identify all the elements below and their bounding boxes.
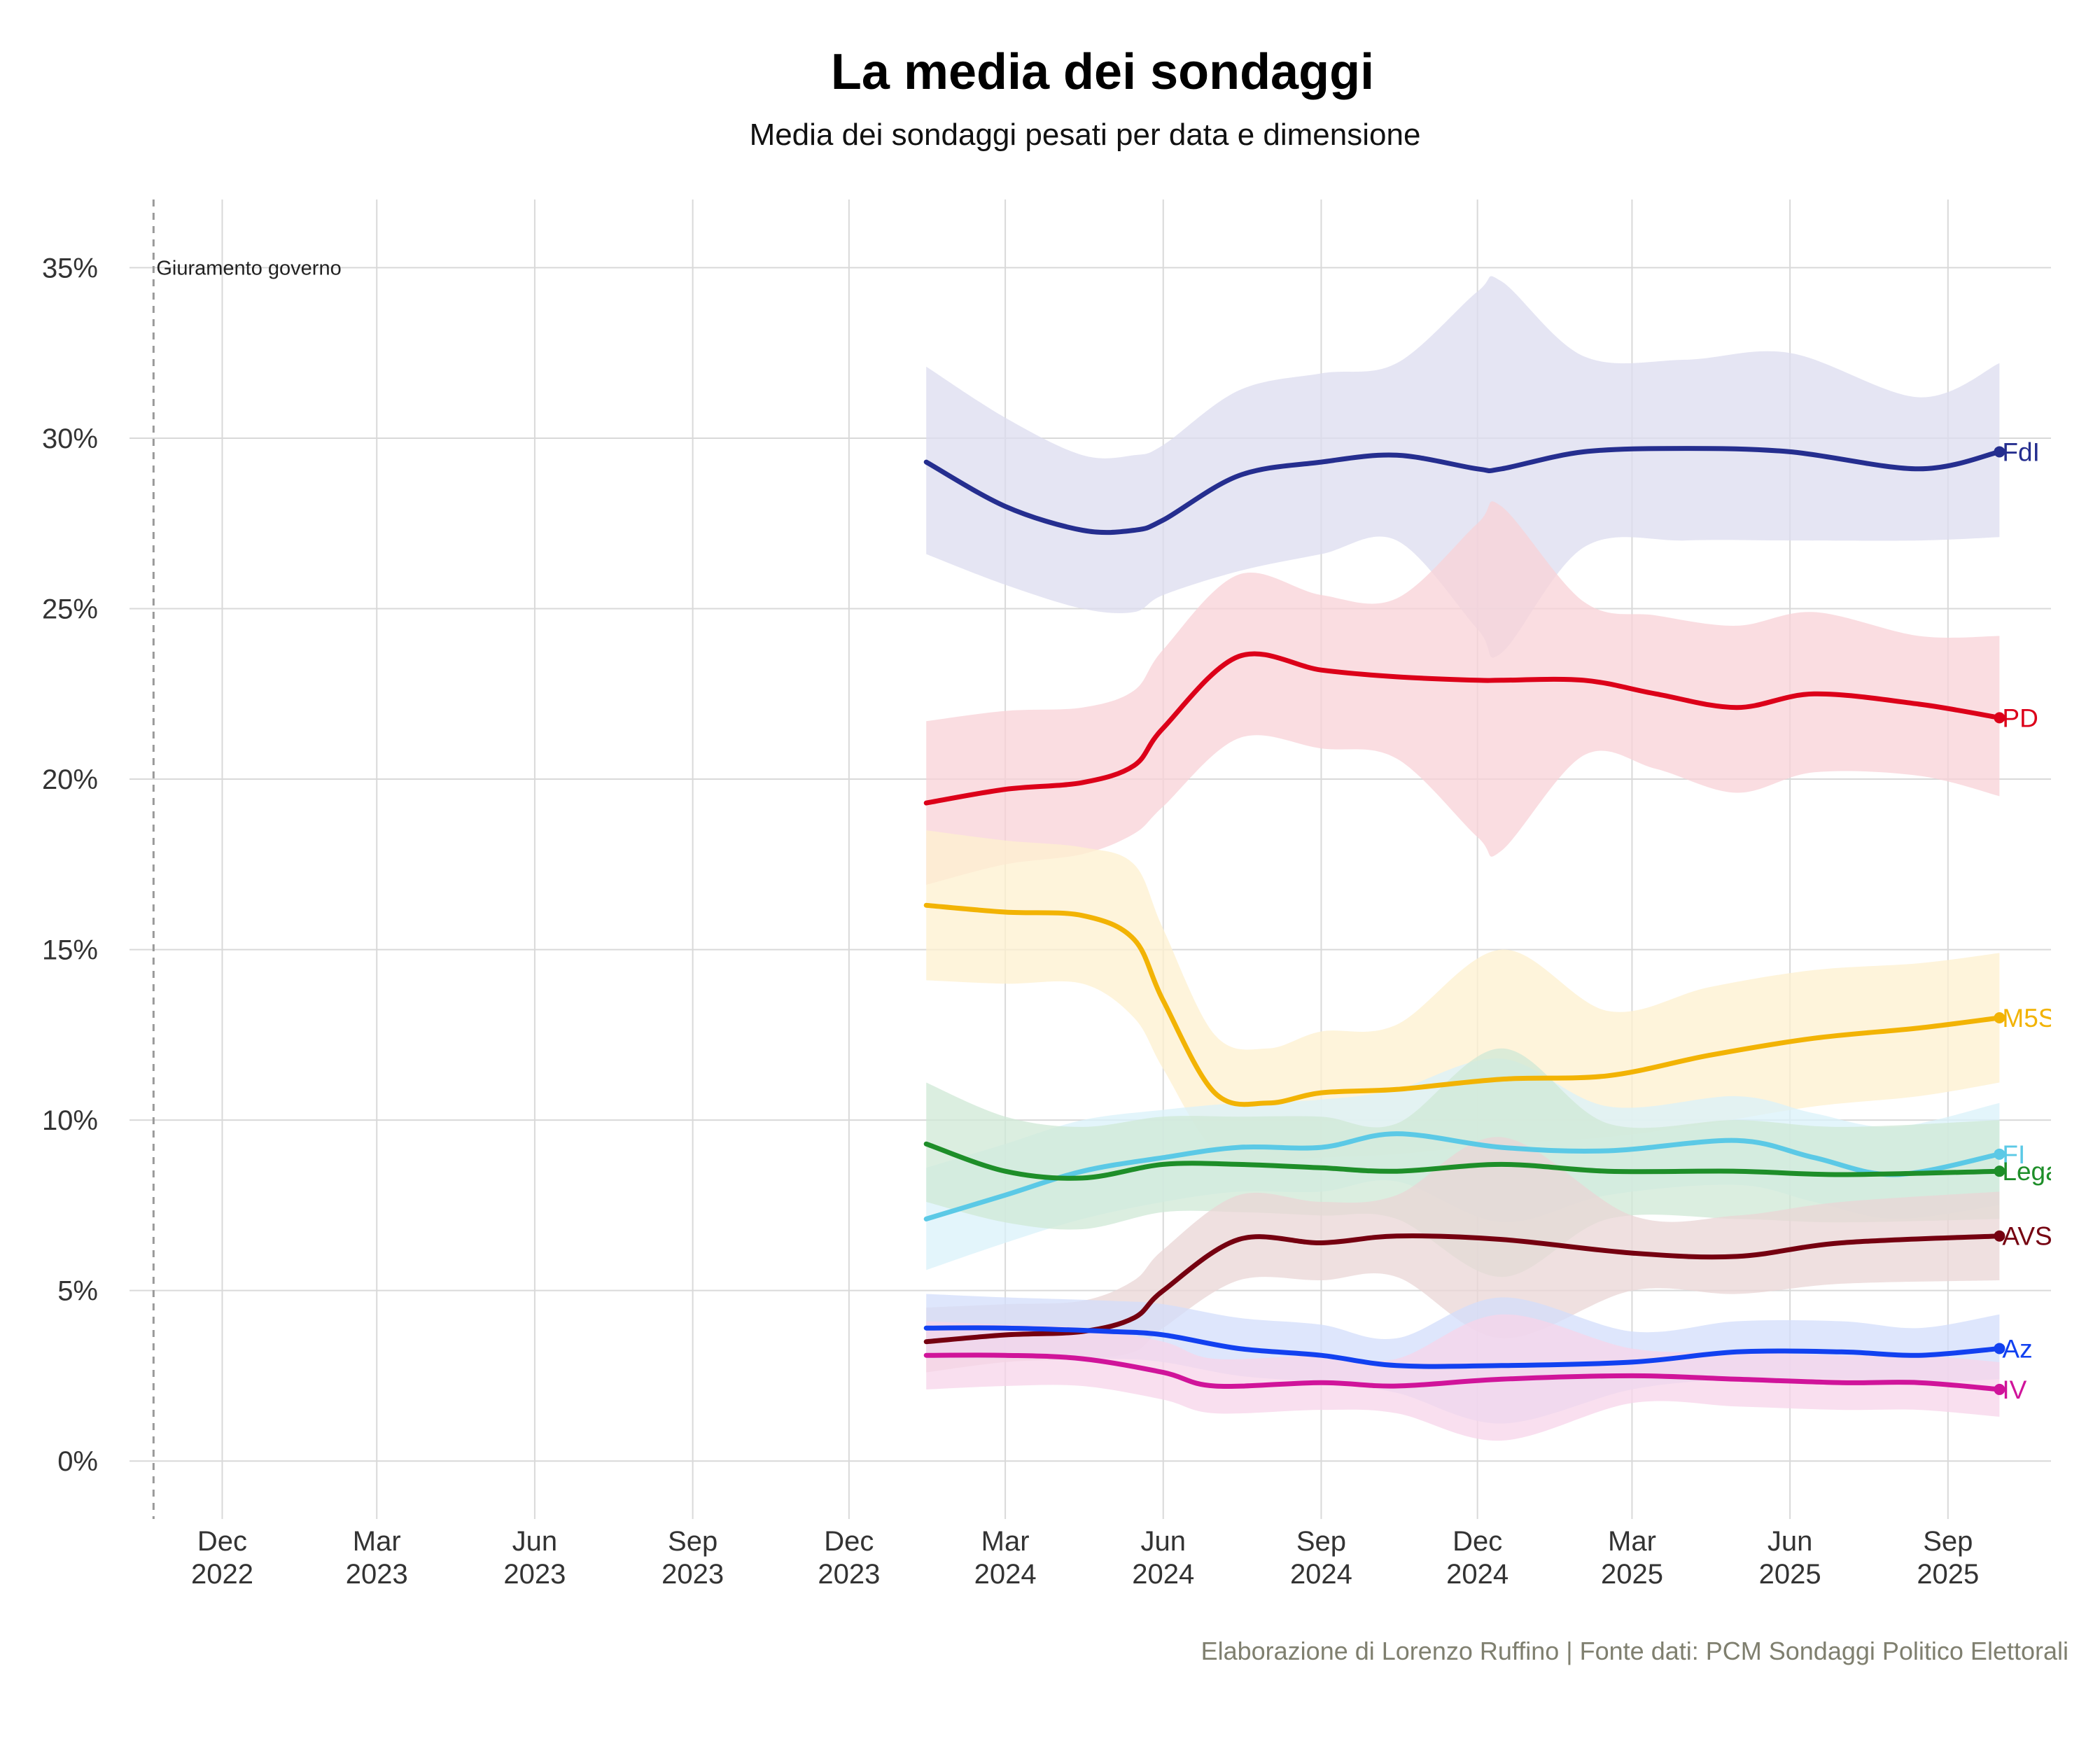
- confidence-band-m5s: [926, 830, 2000, 1162]
- series-line-fi: [923, 1131, 2002, 1222]
- series-endpoint-lega: [1994, 1166, 2005, 1177]
- series-label-lega: Lega: [2002, 1157, 2060, 1186]
- series-label-fi: FI: [2002, 1140, 2025, 1169]
- x-tick-month: Sep: [1296, 1526, 1346, 1557]
- y-tick-label: 30%: [42, 424, 98, 454]
- axis-labels: 0%5%10%15%20%25%30%35%Dec2022Mar2023Jun2…: [42, 253, 1979, 1590]
- chart-subtitle: Media dei sondaggi pesati per data e dim…: [749, 118, 1421, 152]
- series-lines: [923, 446, 2005, 1395]
- x-tick-year: 2024: [1132, 1559, 1194, 1590]
- confidence-band-iv: [926, 1314, 2000, 1441]
- x-tick-month: Dec: [1452, 1526, 1502, 1557]
- series-endpoint-iv: [1994, 1383, 2005, 1395]
- confidence-band-pd: [926, 501, 2000, 885]
- series-endpoint-pd: [1994, 712, 2005, 724]
- series-endpoint-fi: [1994, 1148, 2005, 1160]
- y-tick-label: 10%: [42, 1105, 98, 1136]
- y-tick-label: 25%: [42, 594, 98, 624]
- confidence-bands: [926, 276, 2000, 1441]
- source-caption: Elaborazione di Lorenzo Ruffino | Fonte …: [1200, 1637, 2068, 1665]
- x-tick-year: 2024: [1446, 1559, 1508, 1590]
- x-tick-year: 2024: [974, 1559, 1037, 1590]
- series-endpoint-fdi: [1994, 446, 2005, 458]
- x-tick-year: 2025: [1601, 1559, 1663, 1590]
- x-tick-month: Jun: [1141, 1526, 1186, 1557]
- y-tick-label: 35%: [42, 253, 98, 284]
- series-label-iv: IV: [2002, 1376, 2026, 1404]
- series-line-iv: [923, 1352, 2002, 1392]
- series-label-avs: AVS: [2002, 1222, 2052, 1251]
- series-line-pd: [923, 651, 2002, 806]
- confidence-band-avs: [926, 1137, 2000, 1373]
- x-tick-year: 2023: [662, 1559, 724, 1590]
- series-line-lega: [923, 1141, 2002, 1181]
- series-line-az: [923, 1325, 2002, 1369]
- y-tick-label: 20%: [42, 764, 98, 795]
- x-tick-month: Sep: [1923, 1526, 1973, 1557]
- series-line-fdi: [923, 446, 2002, 536]
- x-tick-month: Mar: [353, 1526, 401, 1557]
- x-tick-month: Dec: [824, 1526, 874, 1557]
- x-tick-month: Mar: [1608, 1526, 1656, 1557]
- series-endpoint-m5s: [1994, 1011, 2005, 1023]
- x-tick-month: Dec: [197, 1526, 247, 1557]
- x-tick-month: Jun: [512, 1526, 558, 1557]
- annotation-label: Giuramento governo: [156, 257, 341, 279]
- x-tick-year: 2023: [346, 1559, 408, 1590]
- x-tick-year: 2024: [1290, 1559, 1352, 1590]
- series-label-az: Az: [2002, 1334, 2032, 1363]
- x-tick-month: Jun: [1768, 1526, 1813, 1557]
- series-line-m5s: [923, 902, 2002, 1107]
- series-label-pd: PD: [2002, 704, 2038, 732]
- x-tick-year: 2025: [1917, 1559, 1979, 1590]
- y-tick-label: 5%: [57, 1276, 98, 1307]
- y-tick-label: 15%: [42, 935, 98, 966]
- x-tick-year: 2023: [503, 1559, 566, 1590]
- series-label-fdi: FdI: [2002, 438, 2039, 466]
- series-label-m5s: M5S: [2002, 1004, 2055, 1032]
- x-tick-year: 2022: [191, 1559, 253, 1590]
- x-tick-year: 2025: [1759, 1559, 1821, 1590]
- chart-title: La media dei sondaggi: [830, 44, 1375, 100]
- y-tick-label: 0%: [57, 1446, 98, 1477]
- x-tick-month: Mar: [981, 1526, 1030, 1557]
- series-endpoint-avs: [1994, 1230, 2005, 1242]
- series-endpoint-az: [1994, 1343, 2005, 1354]
- x-tick-month: Sep: [668, 1526, 718, 1557]
- x-tick-year: 2023: [818, 1559, 880, 1590]
